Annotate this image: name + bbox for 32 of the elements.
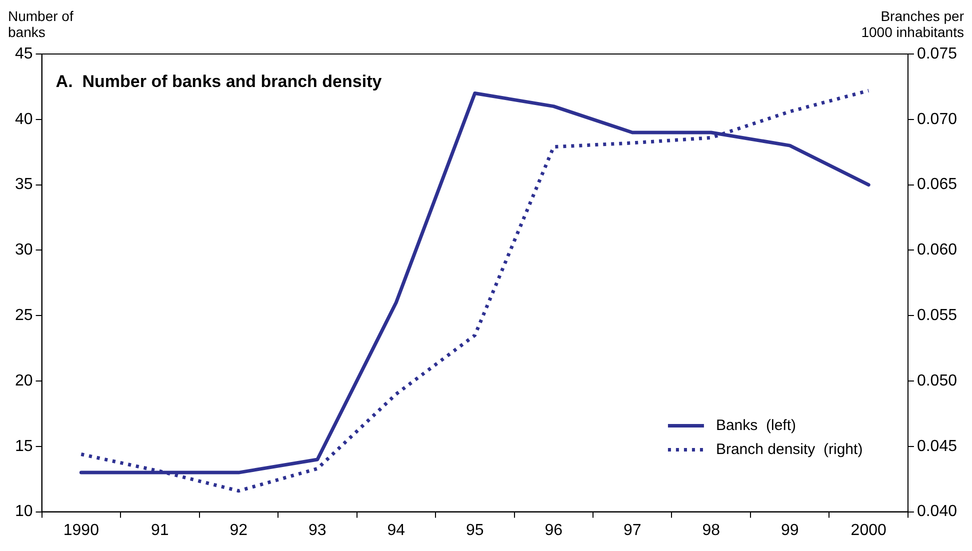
- y-tick-label: 30: [15, 242, 33, 259]
- y-tick-label: 45: [15, 45, 33, 62]
- y-tick-label: 25: [15, 307, 33, 324]
- y2-tick-label: 0.055: [916, 307, 958, 324]
- legend-label: Branch density (right): [716, 440, 863, 458]
- y2-tick-label: 0.070: [916, 110, 958, 128]
- y2-tick-label: 0.050: [916, 372, 958, 390]
- y-tick-label: 20: [15, 372, 33, 390]
- y-tick-label: 10: [15, 503, 33, 520]
- x-tick-label: 96: [544, 522, 563, 539]
- x-tick-label: 91: [151, 522, 169, 539]
- x-tick-label: 98: [702, 522, 720, 539]
- x-tick-label: 93: [308, 522, 326, 539]
- legend-label: Banks (left): [716, 416, 796, 434]
- y-tick-label: 40: [15, 110, 33, 128]
- y-axis-title: Number of banks: [8, 8, 74, 40]
- y-tick-label: 15: [15, 438, 33, 455]
- text: A. Number of banks and branch density: [56, 72, 382, 92]
- y2-tick-label: 0.065: [916, 176, 958, 194]
- y2-tick-label: 0.060: [916, 242, 958, 259]
- y2-axis-title: Branches per 1000 inhabitants: [860, 8, 964, 40]
- x-tick-label: 95: [466, 522, 484, 539]
- x-tick-label: 2000: [850, 522, 886, 539]
- x-tick-label: 97: [623, 522, 642, 539]
- x-tick-label: 92: [230, 522, 248, 539]
- y2-tick-label: 0.075: [916, 45, 958, 62]
- y-tick-label: 35: [15, 176, 33, 194]
- y2-tick-label: 0.040: [916, 503, 958, 520]
- y2-tick-label: 0.045: [916, 438, 958, 455]
- x-tick-label: 1990: [63, 522, 100, 539]
- x-tick-label: 94: [387, 522, 406, 539]
- x-tick-label: 99: [780, 522, 799, 539]
